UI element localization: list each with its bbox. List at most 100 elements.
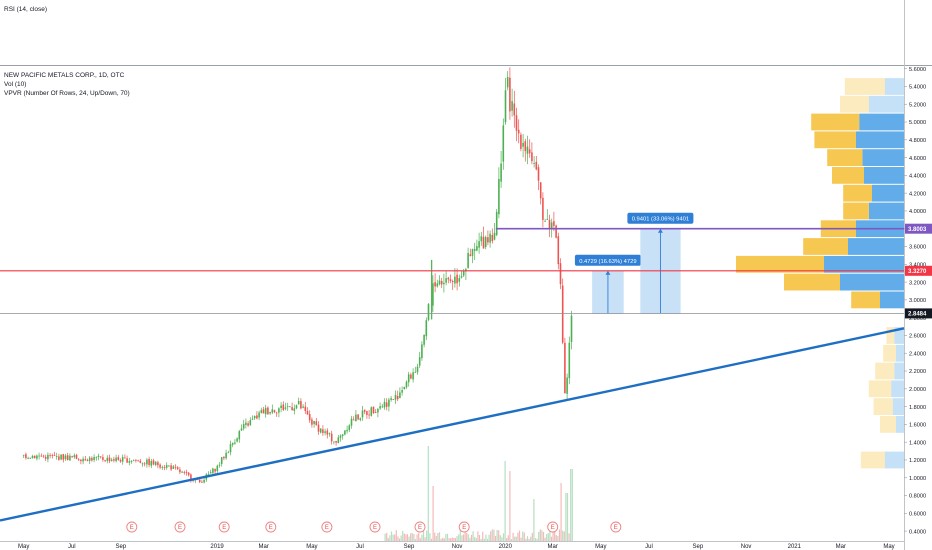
candle [231,442,234,448]
earnings-marker[interactable]: E [610,521,622,533]
price-tick-label: 2.8000 [909,316,926,322]
vpvr-up-bar [843,202,869,220]
time-tick-label: Sep [404,544,415,550]
volume-bar [432,486,434,541]
volume-bar [459,530,461,541]
candle-body [238,431,241,440]
measure-range[interactable]: 0.4729 (16.63%) 4729 [574,254,641,314]
volume-bar [502,533,505,541]
earnings-letter: E [269,525,273,531]
candle [515,107,518,142]
candle [511,88,513,117]
candle [80,459,82,465]
candle-body [240,428,243,431]
candle [368,409,370,419]
chart-title: NEW PACIFIC METALS CORP., 1D, OTC [4,72,125,79]
candle [216,464,219,474]
candle [333,441,335,445]
earnings-marker[interactable]: E [174,521,186,533]
candle-body [161,467,164,468]
candle-body [130,461,133,462]
candle-body [361,410,364,418]
volume-bar [528,538,530,541]
volume-bar [557,535,559,541]
candle-body [414,371,417,373]
volume-bar [491,529,493,541]
volume-bar [507,535,509,541]
candle [88,456,91,464]
earnings-marker[interactable]: E [265,521,277,533]
candle [220,456,223,467]
candle-body [454,276,456,284]
candle-body [322,429,324,434]
volume-bar [509,471,511,541]
candle [374,409,377,414]
earnings-circle [126,521,138,533]
volume-bar [518,530,521,541]
candle [22,454,25,458]
volume-bar [384,533,386,541]
earnings-marker[interactable]: E [321,521,333,533]
candle [33,455,36,459]
measure-label-box [574,254,641,266]
candle [328,432,331,437]
candle [271,404,274,415]
time-tick-label: Mar [548,544,558,550]
vpvr-down-bar [880,291,904,309]
earnings-marker[interactable]: E [126,521,138,533]
earnings-marker[interactable]: E [218,521,230,533]
price-badge[interactable]: 2.8484 [905,308,932,319]
candle-body [410,374,412,379]
candle [119,458,122,463]
candle [258,410,260,421]
candle-body [253,416,256,419]
trend-line[interactable] [0,327,905,522]
earnings-marker[interactable]: E [369,521,381,533]
candle-body [31,456,34,459]
candle [383,398,386,410]
candle [346,425,348,434]
price-badge[interactable]: 3.8003 [905,223,932,234]
price-badge[interactable]: 3.3270 [905,265,932,276]
candle-body [522,142,524,147]
candle-body [137,460,139,462]
candle-body [315,421,318,425]
candle-body [434,282,436,287]
candle [51,453,54,459]
candle [223,456,225,461]
candle-body [418,357,421,366]
candle-body [561,285,564,343]
drawn-lines[interactable] [0,227,905,522]
candle [247,421,249,427]
candle [370,406,373,417]
candle [498,167,500,219]
candle-body [201,481,203,483]
volume-bar [478,535,481,541]
candle [73,453,76,459]
candle-body [355,414,357,421]
earnings-marker[interactable]: E [547,521,559,533]
volume-bar [542,532,545,541]
candle [260,407,263,414]
candle [555,224,557,239]
candle-body [570,315,573,342]
candle [198,479,201,483]
candle [25,452,27,460]
volume-bar [386,532,388,541]
time-tick-label: Mar [836,544,846,550]
candle [348,424,351,433]
volume-bar [514,536,516,541]
candle [559,258,562,290]
candle [372,406,375,415]
earnings-marker[interactable]: E [458,521,470,533]
candle-body [135,459,137,461]
volume-bar [536,538,538,541]
candle [366,410,368,419]
candle [513,90,516,128]
earnings-marker[interactable]: E [414,521,426,533]
time-tick-label: Mar [259,544,269,550]
price-tick-label: 4.0000 [909,209,926,215]
candle-body [291,407,293,411]
